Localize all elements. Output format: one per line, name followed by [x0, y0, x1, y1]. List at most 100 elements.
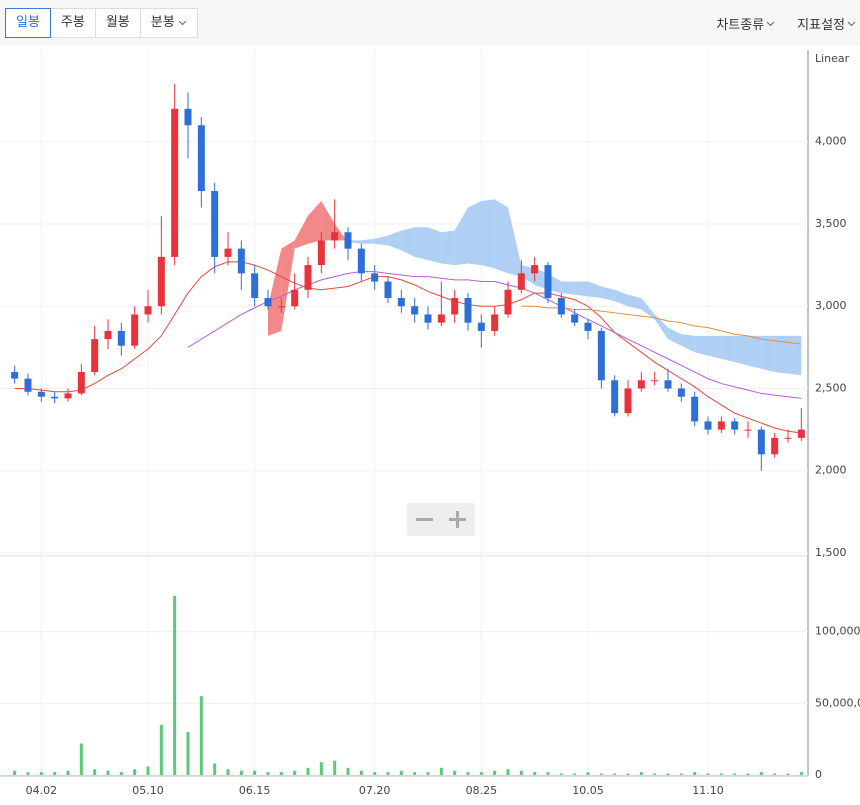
candle-body [584, 322, 592, 331]
cloud [708, 335, 722, 359]
candle-body [464, 298, 472, 323]
candle-body [144, 306, 152, 315]
candle-body [504, 289, 512, 315]
cloud [374, 235, 388, 246]
period-button[interactable]: 일봉 [5, 8, 51, 38]
candle-body [171, 108, 179, 257]
candle-body [344, 232, 352, 249]
candle-body [451, 298, 459, 315]
volume-bar [479, 772, 483, 775]
volume-bar [146, 766, 150, 775]
cloud [574, 281, 588, 297]
volume-bar [493, 770, 497, 775]
volume-bar [253, 770, 257, 775]
candle-body [757, 429, 765, 455]
y-tick-label: 1,500 [815, 546, 847, 559]
chevron [766, 21, 775, 26]
candle-body [544, 265, 552, 299]
menu[interactable]: 지표설정 [797, 14, 856, 33]
candle-body [64, 393, 72, 399]
candle-body [517, 273, 525, 290]
volume-bar [706, 773, 710, 775]
scale-label: Linear [815, 52, 850, 65]
candle-body [677, 388, 685, 397]
candle-body [37, 391, 45, 397]
chart: Linear 1,500 2,000 2,500 3,000 3,500 4,000 0 50… [0, 50, 860, 797]
cloud [561, 281, 575, 295]
volume-bar [26, 772, 30, 775]
x-tick-label: 10.05 [572, 784, 604, 797]
volume-bar [119, 772, 123, 775]
candle-body [771, 437, 779, 455]
cloud [788, 335, 802, 376]
candle-body [197, 125, 205, 192]
volume-bar [106, 770, 110, 775]
volume-bar [786, 773, 790, 775]
period-button[interactable]: 주봉 [49, 8, 96, 38]
cloud [641, 298, 655, 320]
moving-average [521, 305, 802, 345]
volume-bar [226, 769, 230, 775]
candle-body [411, 306, 419, 315]
y-tick-label: 2,500 [815, 381, 847, 394]
cloud [388, 230, 402, 251]
candle-body [437, 314, 445, 323]
x-tick-label: 11.10 [692, 784, 724, 797]
candle-body [264, 298, 272, 307]
cloud [761, 335, 775, 373]
cloud [308, 200, 322, 244]
candle-body [531, 265, 539, 274]
volume-bar [573, 773, 577, 775]
moving-average [187, 271, 802, 399]
volume-bar [653, 773, 657, 775]
volume-bar [53, 772, 57, 775]
volume-bar [773, 773, 777, 775]
y-tick-label: 3,500 [815, 217, 847, 230]
zoom-in[interactable] [449, 511, 466, 528]
cloud [281, 240, 295, 331]
period-button[interactable]: 분봉 [139, 8, 198, 38]
candle-body [571, 314, 579, 323]
volume-bar [546, 772, 550, 775]
cloud [654, 314, 668, 340]
candle-body [371, 273, 379, 282]
volume-bar [519, 770, 523, 775]
menu[interactable]: 차트종류 [716, 14, 775, 33]
candle-body [91, 339, 99, 373]
volume-bar [746, 773, 750, 775]
candle-body [664, 380, 672, 389]
period-buttons: 일봉 주봉 월봉 분봉 [5, 8, 198, 38]
candle-body [384, 281, 392, 299]
candle-body [24, 378, 32, 392]
cloud [321, 200, 335, 241]
cloud [414, 227, 428, 261]
candle-body [237, 248, 245, 274]
volume-bar [799, 772, 803, 775]
candle-body [251, 273, 259, 299]
volume-bar [79, 743, 83, 775]
cloud [494, 199, 508, 274]
volume-bar [639, 772, 643, 775]
volume-bar [426, 772, 430, 775]
cloud [294, 215, 308, 249]
candle-body [717, 421, 725, 430]
volume-bar [319, 762, 323, 775]
volume-bar [506, 769, 510, 775]
x-tick-label: 04.02 [26, 784, 58, 797]
volume-bar [359, 770, 363, 775]
volume-bar [373, 772, 377, 775]
volume-bar [613, 773, 617, 775]
candle-body [77, 372, 85, 394]
cloud [668, 327, 682, 346]
volume-bar [733, 773, 737, 775]
candle-body [611, 380, 619, 414]
y-tick-label: 100,000,000 [815, 625, 860, 638]
candle-body [744, 429, 752, 431]
candle-body [651, 380, 659, 382]
label: 지표설정 [797, 18, 845, 33]
cloud [441, 230, 455, 266]
volume-bar [586, 772, 590, 775]
period-button[interactable]: 월봉 [94, 8, 141, 38]
cloud [508, 207, 522, 277]
volume-bar [199, 696, 203, 775]
